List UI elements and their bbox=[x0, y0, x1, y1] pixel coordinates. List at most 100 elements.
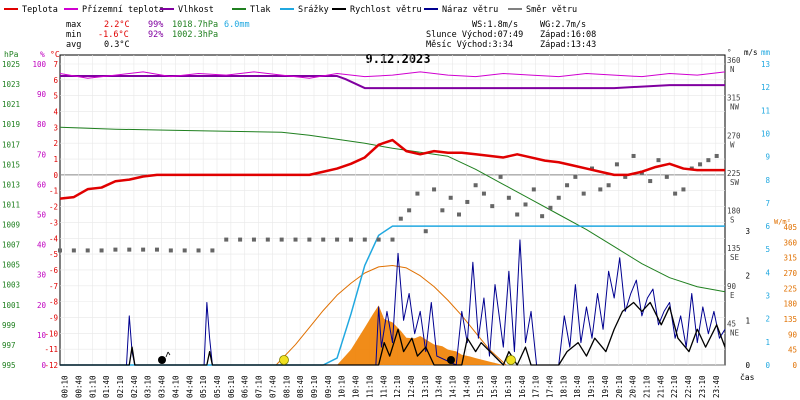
wind-dir-point bbox=[540, 214, 545, 219]
wind-dir-point bbox=[481, 191, 486, 196]
dir-tick-label: 180 bbox=[727, 207, 741, 216]
wind-dir-point bbox=[556, 195, 561, 200]
wind-gust-line bbox=[60, 239, 726, 366]
temp-tick-label: -11 bbox=[44, 345, 58, 354]
wind-dir-point bbox=[376, 237, 381, 242]
wm2-tick-label: 135 bbox=[783, 315, 797, 324]
temp-tick-label: -12 bbox=[44, 361, 58, 370]
wind-dir-point bbox=[71, 248, 76, 253]
dir-tick-label: NW bbox=[730, 103, 740, 112]
hpa-tick-label: 999 bbox=[2, 321, 16, 330]
dir-tick-label: 315 bbox=[727, 94, 741, 103]
x-tick-label: 19:10 bbox=[587, 375, 596, 398]
dir-tick-label: 45 bbox=[727, 319, 736, 328]
wind-dir-point bbox=[432, 187, 437, 192]
x-tick-label: 03:10 bbox=[144, 375, 153, 398]
wind-dir-point bbox=[307, 237, 312, 242]
x-tick-label: 16:40 bbox=[518, 375, 527, 398]
wm2-tick-label: 225 bbox=[783, 284, 797, 293]
wind-dir-point bbox=[623, 174, 628, 179]
ms-axis-title: m/s bbox=[744, 48, 758, 57]
legend-label: Náraz větru bbox=[442, 5, 498, 15]
wind-dir-point bbox=[58, 248, 62, 253]
dir-tick-label: S bbox=[730, 216, 735, 225]
dir-tick-label: E bbox=[730, 291, 735, 300]
wind-dir-point bbox=[251, 237, 256, 242]
wind-dir-point bbox=[465, 199, 470, 204]
hpa-tick-label: 995 bbox=[2, 361, 16, 370]
stat-max-press: 1018.7hPa bbox=[172, 20, 218, 30]
wind-dir-point bbox=[523, 202, 528, 207]
pct-tick-label: 0 bbox=[41, 361, 46, 370]
pct-tick-label: 80 bbox=[37, 120, 47, 129]
wm2-tick-label: 90 bbox=[788, 330, 798, 339]
temp-tick-label: -3 bbox=[49, 218, 58, 227]
wind-dir-point bbox=[398, 216, 403, 221]
temp-tick-label: 5 bbox=[53, 92, 58, 101]
wind-dir-point bbox=[238, 237, 243, 242]
dir-axis-title: ° bbox=[727, 48, 732, 57]
sunrise-value: Slunce Východ:07:49 bbox=[426, 30, 523, 40]
wind-dir-point bbox=[335, 237, 340, 242]
wind-dir-point bbox=[706, 158, 711, 163]
temp-tick-label: 2 bbox=[53, 139, 58, 148]
series-layer bbox=[58, 71, 726, 366]
mm-axis-title: mm bbox=[761, 48, 771, 57]
wm2-tick-label: 360 bbox=[783, 238, 797, 247]
stat-min-press: 1002.3hPa bbox=[172, 30, 218, 40]
wm2-tick-label: 180 bbox=[783, 300, 797, 309]
dir-tick-label: 90 bbox=[727, 282, 737, 291]
temp-tick-label: 3 bbox=[53, 123, 58, 132]
stat-max-rain: 6.0mm bbox=[224, 20, 250, 30]
x-tick-label: 14:10 bbox=[449, 375, 458, 398]
x-tick-label: 18:40 bbox=[573, 375, 582, 398]
mm-tick-label: 13 bbox=[761, 60, 770, 69]
stat-min-hum: 92% bbox=[148, 30, 163, 40]
hpa-tick-label: 1025 bbox=[2, 60, 20, 69]
pct-tick-label: 90 bbox=[37, 90, 47, 99]
x-tick-label: 15:10 bbox=[476, 375, 485, 398]
temp-tick-label: -4 bbox=[49, 234, 59, 243]
mm-tick-label: 1 bbox=[765, 338, 770, 347]
x-tick-label: 21:10 bbox=[642, 375, 651, 398]
x-tick-label: 04:40 bbox=[185, 375, 194, 398]
legend: Teplota Přízemní teplota Vlhkost Tlak Srážky… bbox=[4, 5, 577, 15]
dir-tick-label: 270 bbox=[727, 131, 741, 140]
wm2-tick-label: 405 bbox=[783, 223, 797, 232]
mm-tick-label: 0 bbox=[765, 361, 770, 370]
pct-tick-label: 50 bbox=[37, 211, 47, 220]
hpa-tick-label: 1015 bbox=[2, 160, 20, 169]
wind-dir-point bbox=[168, 248, 173, 253]
humidity-line bbox=[60, 75, 725, 90]
sunset-marker bbox=[506, 355, 516, 365]
x-tick-label: 03:40 bbox=[158, 375, 167, 398]
legend-label: Teplota bbox=[22, 5, 58, 15]
temp-tick-label: -2 bbox=[49, 203, 58, 212]
hpa-tick-label: 1019 bbox=[2, 120, 20, 129]
hpa-tick-label: 997 bbox=[2, 341, 16, 350]
x-tick-label: 09:10 bbox=[310, 375, 319, 398]
wm2-tick-label: 45 bbox=[788, 346, 797, 355]
pct-axis-title: % bbox=[40, 50, 45, 59]
mm-tick-label: 2 bbox=[765, 315, 770, 324]
mm-tick-label: 8 bbox=[765, 176, 770, 185]
stat-max-temp: 2.2°C bbox=[104, 20, 130, 30]
wind-dir-point bbox=[154, 247, 159, 252]
pct-tick-label: 20 bbox=[37, 301, 47, 310]
temperature-line bbox=[59, 138, 725, 200]
wind-dir-point bbox=[407, 208, 412, 213]
moonset-value: Západ:13:43 bbox=[540, 40, 596, 50]
x-tick-label: 09:40 bbox=[324, 375, 333, 398]
wind-dir-point bbox=[531, 187, 536, 192]
x-tick-label: 20:10 bbox=[615, 375, 624, 398]
wind-dir-point bbox=[490, 204, 495, 209]
dir-tick-label: N bbox=[730, 65, 735, 74]
pct-tick-label: 100 bbox=[32, 60, 46, 69]
wind-dir-point bbox=[498, 174, 503, 179]
wind-dir-point bbox=[440, 208, 445, 213]
x-tick-label: 00:10 bbox=[61, 375, 70, 398]
wind-dir-point bbox=[182, 248, 187, 253]
wind-dir-point bbox=[141, 247, 146, 252]
plot-frame bbox=[59, 54, 726, 366]
